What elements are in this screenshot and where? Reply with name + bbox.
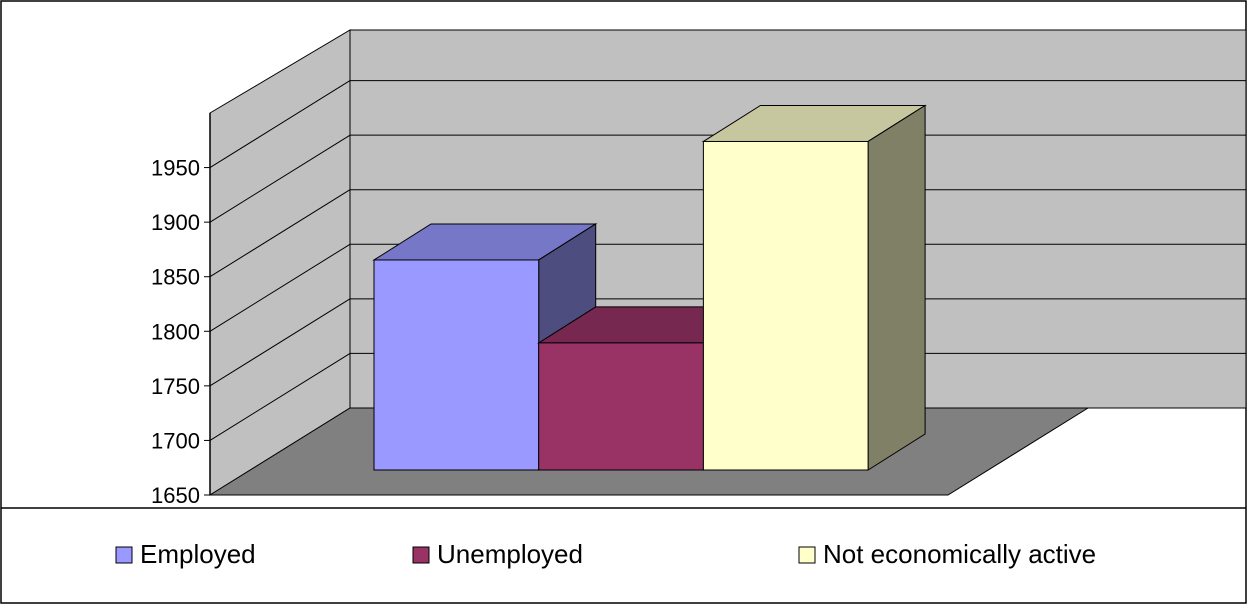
gridline-side	[209, 353, 351, 441]
legend-swatch	[798, 546, 816, 564]
legend-swatch	[115, 546, 133, 564]
y-tick-label: 1700	[151, 428, 200, 453]
y-axis: 1650 1700 1750 1800 1850 1900 1950	[151, 113, 211, 508]
y-tick-label: 1800	[151, 319, 200, 344]
gridline-side	[209, 80, 351, 168]
legend-item: Unemployed	[412, 539, 583, 569]
y-tick-label: 1750	[151, 374, 200, 399]
gridline-side	[209, 243, 351, 332]
bar-front	[373, 259, 540, 471]
gridline-side	[209, 134, 351, 223]
y-tick-label: 1950	[151, 156, 200, 181]
bar-not-economically-active	[701, 104, 927, 471]
legend-label: Unemployed	[437, 539, 583, 569]
bar-side	[867, 104, 926, 471]
bar-front	[702, 140, 869, 471]
legend-item: Not economically active	[798, 539, 1096, 569]
legend-item: Employed	[115, 539, 256, 569]
legend: Employed Unemployed Not economically activ…	[115, 539, 1096, 569]
gridline-side	[209, 298, 351, 387]
y-tick-label: 1900	[151, 210, 200, 235]
bar-front	[538, 342, 704, 471]
bars	[372, 104, 927, 471]
y-tick-label: 1850	[151, 265, 200, 290]
legend-label: Not economically active	[823, 539, 1096, 569]
y-tick-label: 1650	[151, 483, 200, 508]
legend-swatch	[412, 546, 430, 564]
legend-label: Employed	[140, 539, 256, 569]
gridline-side	[209, 189, 351, 278]
